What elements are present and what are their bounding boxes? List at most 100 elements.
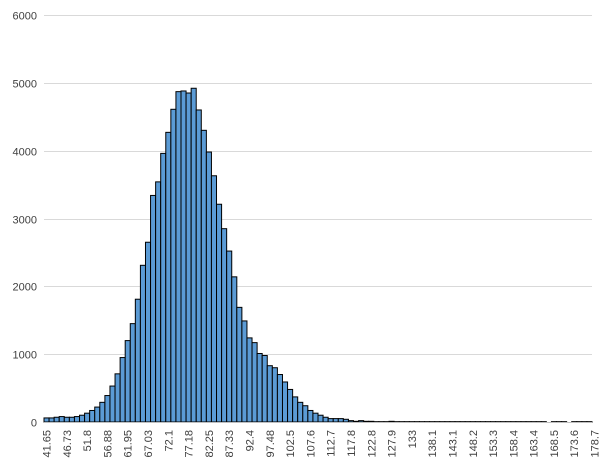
- histogram-bar: [190, 87, 197, 423]
- histogram-bar: [175, 91, 182, 423]
- y-tick-label: 4000: [13, 147, 37, 159]
- x-tick-label: 112.7: [326, 430, 338, 457]
- histogram-bar: [327, 418, 334, 423]
- histogram-bar: [79, 414, 86, 423]
- x-tick-label: 102.5: [285, 430, 297, 458]
- histogram-bar: [210, 175, 218, 423]
- x-tick-label: 163.4: [529, 430, 541, 458]
- histogram-bar: [48, 417, 55, 423]
- histogram-bar: [114, 373, 121, 423]
- histogram-bar: [347, 420, 355, 423]
- histogram-bars: [43, 87, 593, 423]
- histogram-bar: [109, 385, 116, 423]
- y-tick-label: 0: [31, 418, 37, 430]
- histogram-bar: [322, 416, 329, 423]
- gridlines: [44, 15, 592, 355]
- histogram-bar: [216, 203, 223, 423]
- x-tick-label: 133: [407, 430, 419, 448]
- x-tick-label: 92.4: [245, 430, 257, 451]
- x-tick-label: 56.88: [102, 430, 114, 458]
- x-tick-label: 61.95: [123, 430, 135, 458]
- histogram-bar: [337, 418, 344, 423]
- histogram-bar: [287, 388, 294, 423]
- histogram-bar: [332, 418, 339, 423]
- histogram-bar: [317, 414, 324, 423]
- y-axis-tick-labels: 0 1000 2000 3000 4000 5000 6000: [13, 11, 37, 430]
- histogram-bar: [297, 401, 304, 423]
- histogram-bar: [368, 420, 375, 423]
- histogram-bar: [312, 412, 319, 423]
- x-tick-label: 148.2: [468, 430, 480, 458]
- histogram-bar: [180, 90, 187, 423]
- histogram-bar: [251, 342, 258, 423]
- x-tick-label: 107.6: [305, 430, 317, 458]
- y-tick-label: 3000: [13, 215, 37, 227]
- histogram-bar: [160, 152, 167, 423]
- histogram-bar: [353, 420, 360, 423]
- histogram-bar: [358, 420, 365, 423]
- histogram-bar: [94, 406, 101, 423]
- x-tick-label: 117.8: [346, 430, 358, 457]
- x-tick-label: 158.4: [508, 430, 520, 458]
- histogram-bar: [129, 323, 136, 423]
- x-tick-label: 143.1: [447, 430, 459, 458]
- histogram-bar: [99, 401, 106, 423]
- x-tick-label: 122.8: [366, 430, 378, 458]
- histogram-bar: [84, 412, 91, 423]
- histogram-bar: [256, 352, 263, 423]
- histogram-bar: [226, 250, 233, 423]
- histogram-bar: [266, 365, 273, 423]
- histogram-bar: [292, 396, 299, 423]
- x-tick-label: 127.9: [387, 430, 399, 458]
- x-tick-label: 41.65: [42, 430, 54, 458]
- histogram-bar: [246, 337, 253, 423]
- histogram-bar: [307, 409, 314, 423]
- histogram-bar: [124, 340, 131, 423]
- histogram-bar: [231, 276, 238, 423]
- x-tick-label: 77.18: [184, 430, 196, 458]
- histogram-bar: [43, 417, 50, 423]
- histogram-bar: [89, 409, 96, 423]
- histogram-bar: [144, 241, 152, 423]
- x-tick-label: 178.7: [590, 430, 602, 458]
- histogram-bar: [185, 92, 192, 423]
- histogram-bar: [195, 109, 202, 423]
- x-tick-label: 153.3: [488, 430, 500, 458]
- histogram-bar: [134, 298, 141, 423]
- x-tick-label: 46.73: [62, 430, 74, 458]
- histogram-bar: [302, 405, 309, 423]
- x-tick-label: 97.48: [265, 430, 277, 458]
- x-tick-label: 51.8: [82, 430, 94, 451]
- histogram-bar: [170, 108, 177, 423]
- histogram-bar: [276, 374, 283, 423]
- y-tick-label: 1000: [13, 350, 37, 362]
- histogram-bar: [241, 320, 248, 423]
- histogram-bar: [363, 420, 370, 423]
- histogram-bar: [53, 416, 60, 423]
- histogram-bar: [221, 228, 228, 423]
- histogram-bar: [205, 151, 212, 423]
- x-tick-label: 67.03: [143, 430, 155, 458]
- x-tick-label: 82.25: [204, 430, 216, 458]
- histogram-bar: [342, 418, 349, 423]
- x-tick-label: 72.1: [163, 430, 175, 451]
- x-tick-label: 138.1: [427, 430, 439, 458]
- histogram-bar: [58, 416, 65, 423]
- histogram-bar: [165, 131, 172, 423]
- histogram-bar: [261, 355, 268, 423]
- y-tick-label: 6000: [13, 11, 37, 23]
- x-axis-tick-labels: 41.65 46.73 51.8 56.88 61.95 67.03 72.1 77.18 82…: [42, 430, 602, 458]
- histogram-bar: [200, 129, 207, 423]
- x-tick-label: 87.33: [224, 430, 236, 458]
- histogram-bar: [104, 395, 111, 423]
- histogram-bar: [139, 264, 146, 423]
- histogram-bar: [271, 367, 278, 423]
- x-tick-label: 173.6: [569, 430, 581, 458]
- histogram-bar: [236, 306, 243, 423]
- y-tick-label: 2000: [13, 282, 37, 294]
- histogram-bar: [68, 416, 75, 423]
- histogram-bar: [155, 181, 162, 423]
- histogram-bar: [119, 357, 126, 423]
- histogram-bar: [150, 194, 157, 423]
